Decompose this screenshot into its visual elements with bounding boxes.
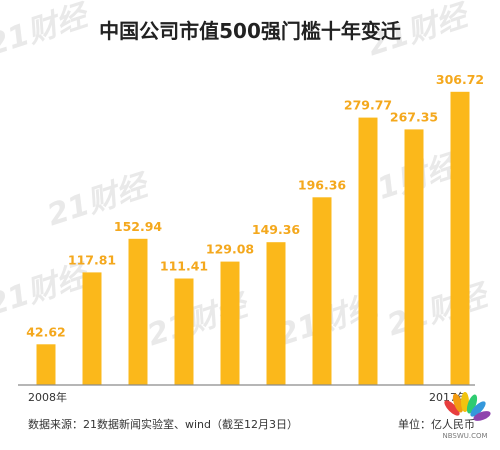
logo-caption: NBSWU.COM <box>442 432 487 440</box>
bars-layer <box>36 91 470 386</box>
bar-5 <box>220 261 240 385</box>
value-label-4: 111.41 <box>160 259 208 274</box>
peacock-logo: NBSWU.COM <box>442 392 491 440</box>
value-label-1: 42.62 <box>26 324 66 339</box>
bar-4 <box>174 278 194 385</box>
value-label-9: 267.35 <box>390 109 438 124</box>
bar-3 <box>128 238 148 385</box>
watermark-text: 21财经 <box>383 277 494 343</box>
bar-9 <box>404 129 424 385</box>
value-label-6: 149.36 <box>252 222 301 237</box>
value-labels-layer: 42.62 117.81 152.94 111.41 129.08 149.36 196.3… <box>26 72 484 339</box>
unit-note: 单位：亿人民币 <box>398 417 475 431</box>
x-tick-labels-layer: 2008年 2017年 <box>28 390 468 404</box>
value-label-8: 279.77 <box>344 98 392 113</box>
chart-title: 中国公司市值500强门槛十年变迁 <box>99 19 401 43</box>
watermark-text: 21财经 <box>0 0 95 63</box>
source-note: 数据来源：21数据新闻实验室、wind（截至12月3日） <box>28 417 298 431</box>
value-label-2: 117.81 <box>68 252 116 267</box>
bar-10 <box>450 91 470 386</box>
x-tick-label-1: 2008年 <box>28 390 67 404</box>
value-label-5: 129.08 <box>206 242 254 257</box>
bar-6 <box>266 242 286 385</box>
bar-8 <box>358 117 378 385</box>
bar-1 <box>36 344 56 385</box>
bar-2 <box>82 272 102 385</box>
value-label-10: 306.72 <box>436 72 484 87</box>
value-label-7: 196.36 <box>298 177 347 192</box>
bar-7 <box>312 197 332 385</box>
value-label-3: 152.94 <box>114 219 163 234</box>
